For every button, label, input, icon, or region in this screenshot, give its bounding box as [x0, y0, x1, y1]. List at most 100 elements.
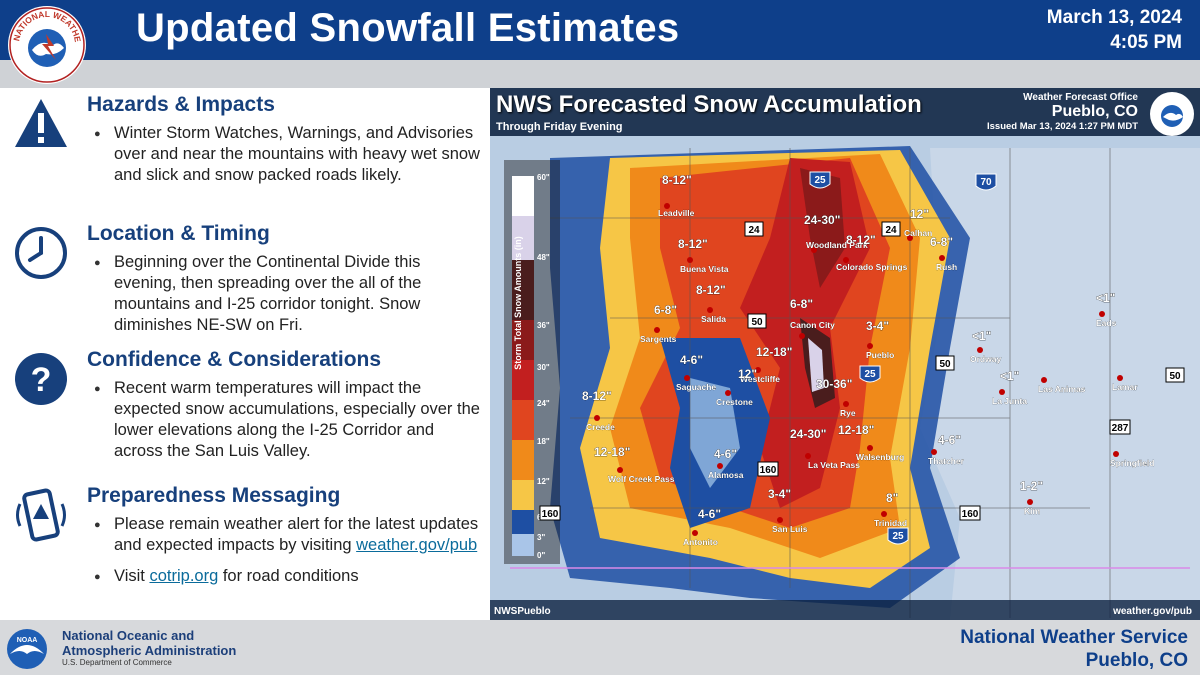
map-footer-handle: NWSPueblo — [494, 606, 551, 617]
svg-text:Antonito: Antonito — [683, 537, 718, 547]
interstate-shield: 70 — [975, 173, 997, 191]
svg-text:50: 50 — [751, 317, 763, 328]
bullet-list: Beginning over the Continental Divide th… — [92, 252, 484, 336]
noaa-name: National Oceanic and Atmospheric Adminis… — [62, 628, 236, 658]
weather-gov-link[interactable]: weather.gov/pub — [356, 536, 478, 554]
city-marker: Alamosa — [708, 463, 744, 480]
city-marker: Saguache — [676, 375, 717, 392]
map-title: NWS Forecasted Snow Accumulation — [496, 91, 922, 118]
svg-text:Kim: Kim — [1024, 506, 1041, 516]
amount-label: 8-12" — [678, 237, 708, 251]
amount-label: 12" — [738, 367, 757, 381]
svg-text:Ordway: Ordway — [970, 354, 1001, 364]
city-marker: Calhan — [904, 228, 933, 241]
bullet-item: Please remain weather alert for the late… — [92, 514, 484, 556]
amount-label: <1" — [1000, 369, 1019, 383]
cotrip-link[interactable]: cotrip.org — [149, 567, 219, 585]
amount-label: 8" — [886, 491, 898, 505]
city-marker: Thatcher — [928, 449, 965, 466]
city-marker: Buena Vista — [680, 257, 729, 274]
svg-text:160: 160 — [962, 509, 979, 520]
city-marker: Westcliffe — [740, 367, 780, 384]
svg-text:24: 24 — [748, 225, 760, 236]
svg-text:Colorado Springs: Colorado Springs — [836, 262, 908, 272]
amount-label: 3-4" — [866, 319, 889, 333]
snow-accumulation-map: 60" 48" 36" 30" 24" 18" 12" 6" 3" 0" 25 … — [490, 88, 1200, 620]
svg-text:Springfield: Springfield — [1110, 458, 1154, 468]
svg-text:Woodland Park: Woodland Park — [806, 240, 868, 250]
city-marker: Leadville — [658, 203, 695, 218]
interstate-shield: 25 — [859, 365, 881, 383]
bullet-list: Please remain weather alert for the late… — [92, 514, 484, 588]
city-marker: Rush — [936, 255, 957, 272]
legend-tick: 60" — [537, 173, 550, 182]
bullet-text: for road conditions — [222, 567, 359, 585]
us-highway-shield: 50 — [935, 355, 955, 371]
amount-label: 8-12" — [846, 233, 876, 247]
office-name: Pueblo, CO — [1051, 103, 1138, 120]
city-marker: Kim — [1024, 499, 1041, 516]
svg-text:La Junta: La Junta — [992, 396, 1027, 406]
svg-text:24: 24 — [885, 225, 897, 236]
svg-text:25: 25 — [864, 369, 876, 380]
us-highway-shield: 24 — [881, 221, 901, 237]
svg-text:Leadville: Leadville — [658, 208, 695, 218]
map-footer-url[interactable]: weather.gov/pub — [1113, 606, 1192, 617]
amount-label: 3-4" — [768, 487, 791, 501]
svg-text:25: 25 — [814, 175, 826, 186]
nws-line2: Pueblo, CO — [1085, 650, 1188, 671]
us-highway-shield: 160 — [539, 505, 561, 521]
noaa-logo-icon: NOAA — [7, 629, 47, 669]
svg-text:Saguache: Saguache — [676, 382, 716, 392]
amount-label: 8-12" — [582, 389, 612, 403]
map-office-info: Weather Forecast Office Pueblo, CO Issue… — [987, 92, 1138, 132]
legend-tick: 36" — [537, 321, 550, 330]
svg-text:Buena Vista: Buena Vista — [680, 264, 729, 274]
svg-text:Eads: Eads — [1096, 318, 1117, 328]
svg-text:50: 50 — [1169, 371, 1181, 382]
city-marker: Crestone — [716, 390, 753, 407]
amount-label: 12-18" — [756, 345, 792, 359]
city-marker: Salida — [701, 307, 726, 324]
us-highway-shield: 160 — [959, 505, 981, 521]
svg-text:Wolf Creek Pass: Wolf Creek Pass — [608, 474, 675, 484]
issue-datetime: March 13, 2024 4:05 PM — [1047, 5, 1182, 55]
svg-text:Crestone: Crestone — [716, 397, 753, 407]
amount-label: 4-6" — [680, 353, 703, 367]
city-marker: La Junta — [992, 389, 1027, 406]
bullet-list: Winter Storm Watches, Warnings, and Advi… — [92, 123, 484, 186]
header-bar — [0, 0, 1200, 60]
svg-text:La Veta Pass: La Veta Pass — [808, 460, 860, 470]
svg-text:San Luis: San Luis — [772, 524, 808, 534]
city-marker: Sargents — [640, 327, 677, 344]
clock-icon — [15, 227, 67, 279]
amount-label: 6-8" — [930, 235, 953, 249]
interstate-shield: 25 — [887, 527, 909, 545]
page-title: Updated Snowfall Estimates — [136, 6, 680, 50]
amount-label: 12-18" — [594, 445, 630, 459]
amount-label: 8-12" — [662, 173, 692, 187]
svg-text:287: 287 — [1112, 423, 1129, 434]
header-subband — [0, 60, 1200, 88]
bullet-item: Winter Storm Watches, Warnings, and Advi… — [92, 123, 484, 186]
us-highway-shield: 24 — [744, 221, 764, 237]
legend-tick: 30" — [537, 363, 550, 372]
us-highway-shield: 50 — [1165, 367, 1185, 383]
svg-text:Calhan: Calhan — [904, 228, 932, 238]
phone-alert-icon — [16, 488, 66, 542]
amount-label: <1" — [972, 329, 991, 343]
amount-label: 4-6" — [698, 507, 721, 521]
nws-line1: National Weather Service — [960, 627, 1188, 648]
city-marker: Canon City — [790, 320, 835, 339]
bullet-text: Visit — [114, 567, 145, 585]
legend-tick: 12" — [537, 477, 550, 486]
noaa-department: U.S. Department of Commerce — [62, 658, 172, 667]
map-legend: 60" 48" 36" 30" 24" 18" 12" 6" 3" 0" — [504, 160, 560, 564]
svg-text:Westcliffe: Westcliffe — [740, 374, 780, 384]
svg-text:Alamosa: Alamosa — [708, 470, 744, 480]
svg-text:NOAA: NOAA — [17, 637, 38, 644]
map-graphic: 60" 48" 36" 30" 24" 18" 12" 6" 3" 0" 25 … — [490, 88, 1200, 620]
legend-tick: 0" — [537, 551, 545, 560]
svg-text:Pueblo: Pueblo — [866, 350, 894, 360]
city-marker: Walsenburg — [856, 445, 905, 462]
